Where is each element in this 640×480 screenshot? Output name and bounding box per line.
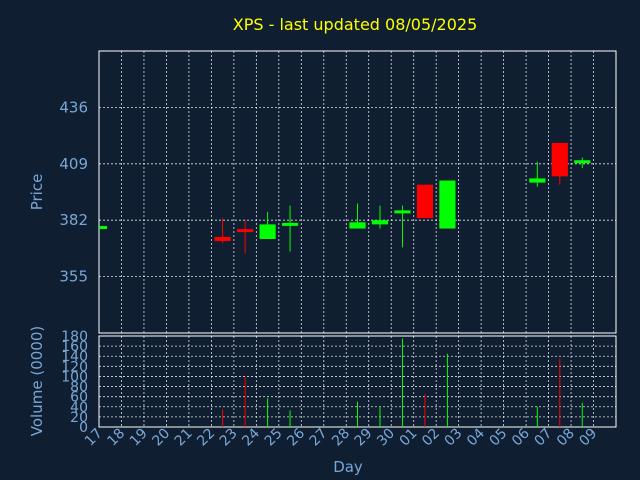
price-tick-label: 409 xyxy=(59,155,88,173)
volume-tick-label: 0 xyxy=(79,420,88,436)
volume-tick-label: 140 xyxy=(61,349,88,365)
candle-body xyxy=(394,210,411,214)
volume-tick-label: 20 xyxy=(70,410,88,426)
candle-body xyxy=(371,220,389,225)
x-tick-label: 27 xyxy=(307,426,331,450)
volume-tick-label: 40 xyxy=(70,400,88,416)
x-axis-label: Day xyxy=(333,458,363,476)
x-tick-label: 09 xyxy=(576,426,600,450)
candle-body xyxy=(214,236,231,242)
price-panel xyxy=(98,50,617,334)
chart-title: XPS - last updated 08/05/2025 xyxy=(233,15,478,34)
x-tick-label: 23 xyxy=(217,426,241,450)
x-tick-label: 22 xyxy=(194,426,218,450)
x-tick-label: 19 xyxy=(127,426,151,450)
price-tick-label: 436 xyxy=(59,98,88,116)
x-tick-label: 08 xyxy=(554,426,578,450)
y-axis-label: Price xyxy=(28,174,46,211)
volume-grid xyxy=(99,336,616,427)
x-tick-label: 18 xyxy=(104,426,128,450)
candle-body xyxy=(237,229,254,233)
volume-axis-label: Volume (0000) xyxy=(28,326,46,436)
candle-body xyxy=(259,224,276,239)
volume-bars xyxy=(222,338,583,427)
volume-tick-label: 180 xyxy=(61,329,88,345)
volume-tick-label: 160 xyxy=(61,339,88,355)
volume-tick-label: 120 xyxy=(61,359,88,375)
x-tick-label: 03 xyxy=(442,426,466,450)
x-tick-label: 21 xyxy=(172,426,196,450)
candle-body xyxy=(574,160,591,164)
candle-body xyxy=(99,226,107,230)
price-tick-label: 355 xyxy=(59,268,88,286)
x-tick-label: 01 xyxy=(397,426,421,450)
price-tick-labels: 355 382 409 436 xyxy=(59,98,88,285)
x-tick-label: 29 xyxy=(352,426,376,450)
x-tick-label: 05 xyxy=(487,426,511,450)
candle-body xyxy=(529,178,546,183)
price-grid xyxy=(99,51,616,333)
x-tick-label: 26 xyxy=(284,425,308,449)
volume-tick-label: 80 xyxy=(70,380,88,396)
x-tick-label: 06 xyxy=(509,425,533,449)
candlesticks xyxy=(99,142,591,254)
x-tick-label: 04 xyxy=(464,425,488,449)
x-tick-label: 24 xyxy=(239,425,263,449)
x-tick-labels: 1718192021222324252627282930010203040506… xyxy=(82,425,600,449)
candle-body xyxy=(281,222,299,226)
candle-body xyxy=(349,222,366,229)
price-tick-label: 382 xyxy=(59,211,88,229)
volume-tick-label: 100 xyxy=(61,369,88,385)
candle-body xyxy=(416,184,434,219)
x-tick-label: 30 xyxy=(374,426,398,450)
candle-body xyxy=(551,142,568,177)
x-tick-label: 07 xyxy=(531,426,555,450)
x-tick-label: 20 xyxy=(149,426,173,450)
candle-body xyxy=(439,180,456,229)
volume-tick-label: 60 xyxy=(70,390,88,406)
x-tick-label: 02 xyxy=(419,426,443,450)
x-tick-label: 25 xyxy=(262,426,286,450)
x-tick-label: 28 xyxy=(329,426,353,450)
